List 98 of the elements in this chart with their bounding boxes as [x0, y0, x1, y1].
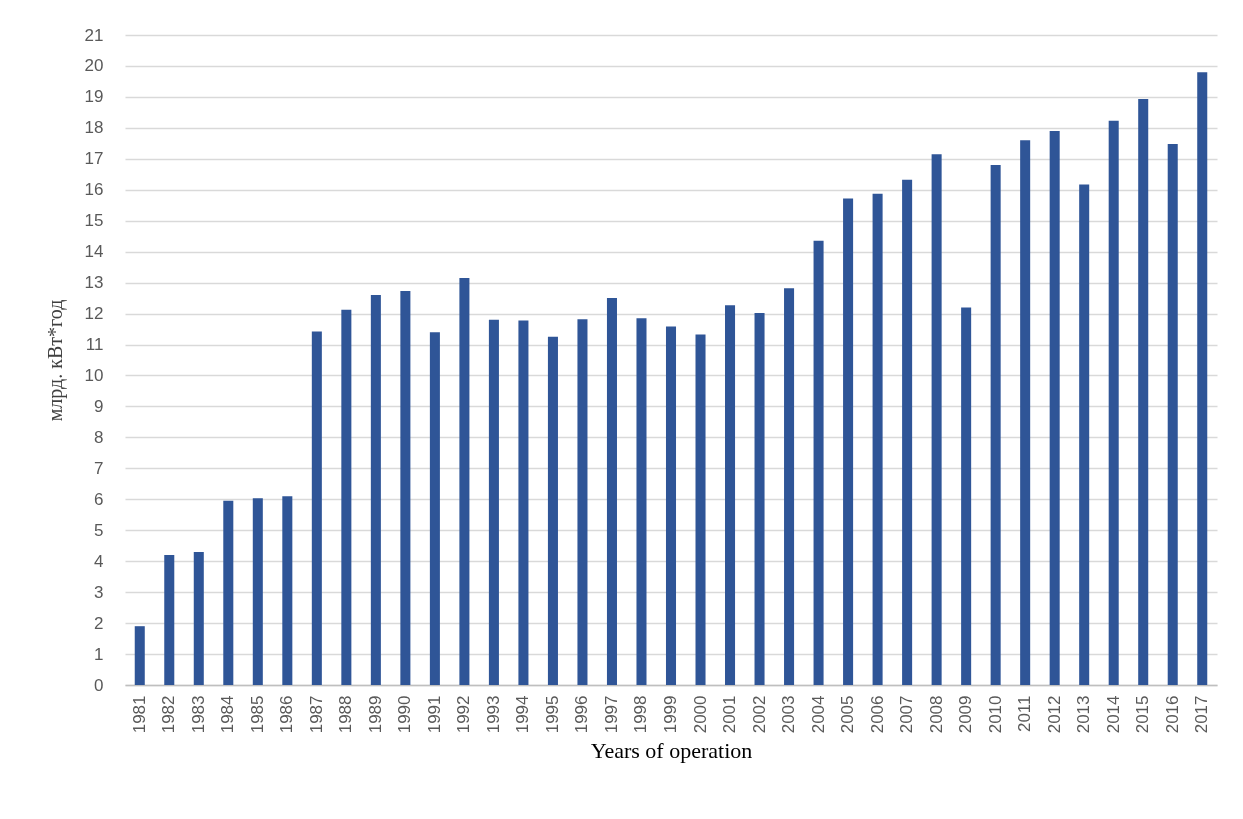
bar [518, 320, 529, 685]
bar [665, 326, 677, 685]
bar [636, 318, 647, 685]
x-tick-label: 1981 [129, 695, 149, 734]
x-tick-label: 1990 [395, 695, 415, 734]
x-tick-label: 1982 [159, 695, 179, 734]
x-tick-label: 1983 [188, 695, 208, 734]
bar [1079, 184, 1090, 685]
x-tick-label: 1984 [218, 695, 238, 734]
y-tick-label: 2 [94, 613, 104, 633]
x-tick-label: 2005 [838, 695, 858, 734]
x-tick-label: 2003 [779, 695, 799, 734]
y-tick-label: 14 [84, 242, 104, 262]
x-tick-label: 1986 [277, 695, 297, 734]
x-tick-label: 1997 [601, 695, 621, 734]
x-tick-label: 2015 [1133, 695, 1153, 734]
bar [872, 193, 883, 685]
y-tick-label: 3 [94, 582, 104, 602]
bar [1049, 130, 1060, 685]
bar [488, 319, 499, 685]
x-tick-label: 1996 [572, 695, 592, 734]
y-tick-label: 10 [84, 365, 104, 385]
y-tick-label: 17 [84, 149, 104, 169]
y-tick-label: 16 [84, 180, 104, 200]
y-tick-label: 7 [94, 458, 104, 478]
bar [990, 165, 1001, 685]
x-tick-label: 2004 [808, 695, 828, 734]
y-tick-label: 0 [94, 675, 104, 695]
x-tick-label: 2013 [1074, 695, 1094, 734]
bar [193, 551, 204, 685]
y-tick-label: 8 [94, 427, 104, 447]
x-tick-label: 1985 [247, 695, 267, 734]
x-tick-label: 2000 [690, 695, 710, 734]
bar [931, 154, 942, 685]
x-tick-label: 2011 [1015, 695, 1035, 733]
x-axis-title: Years of operation [590, 738, 753, 764]
y-tick-label: 15 [84, 211, 104, 231]
bar [695, 334, 706, 685]
bar [400, 290, 411, 685]
bar [252, 498, 263, 685]
x-tick-label: 1995 [542, 695, 562, 734]
x-tick-label: 1991 [424, 695, 444, 734]
x-tick-label: 2017 [1192, 695, 1212, 734]
x-tick-label: 1993 [483, 695, 503, 734]
x-tick-label: 1988 [336, 695, 356, 734]
bar [1167, 143, 1178, 685]
x-tick-label: 1994 [513, 695, 533, 734]
y-tick-label: 12 [84, 304, 104, 324]
y-tick-label: 20 [84, 56, 104, 76]
x-tick-label: 1998 [631, 695, 651, 734]
x-tick-label: 1999 [661, 695, 680, 734]
y-tick-label: 13 [84, 273, 104, 293]
x-tick-label: 2001 [720, 695, 740, 734]
y-tick-label: 6 [94, 489, 104, 509]
bar [429, 332, 440, 685]
x-tick-label: 2006 [867, 695, 887, 734]
bar [547, 336, 558, 685]
y-tick-label: 1 [94, 644, 104, 664]
bar [902, 179, 913, 685]
bar [843, 198, 854, 685]
bar [961, 307, 972, 685]
x-tick-label: 2016 [1162, 695, 1182, 734]
x-tick-label: 1987 [306, 695, 326, 734]
bar [341, 309, 352, 685]
y-axis-title: млрд. кВт*год [43, 299, 67, 422]
x-tick-label: 2009 [956, 695, 976, 734]
y-tick-label: 11 [85, 335, 104, 355]
bar [223, 500, 234, 685]
bar [164, 555, 175, 685]
bar [606, 298, 617, 685]
x-tick-label: 1989 [365, 695, 385, 734]
bar [1020, 140, 1031, 685]
bar [725, 305, 736, 685]
bar [1197, 72, 1208, 685]
bar [134, 626, 145, 685]
x-tick-label: 2002 [749, 695, 769, 734]
x-tick-label: 2010 [985, 695, 1005, 734]
y-tick-label: 21 [84, 25, 104, 45]
y-tick-label: 9 [94, 396, 104, 416]
bar [577, 319, 588, 685]
x-tick-label: 2014 [1103, 695, 1123, 734]
x-tick-label: 2008 [926, 695, 946, 734]
bar [1138, 99, 1149, 685]
bar [784, 288, 795, 685]
x-tick-label: 2012 [1044, 695, 1064, 734]
y-tick-label: 18 [84, 118, 104, 138]
bar [282, 496, 293, 685]
y-tick-label: 5 [94, 520, 104, 540]
x-tick-label: 2007 [897, 695, 917, 734]
bar [459, 277, 470, 685]
bar [813, 240, 824, 685]
bar [1108, 120, 1119, 685]
y-tick-label: 19 [84, 87, 104, 107]
bar [370, 295, 381, 685]
bar [311, 331, 322, 685]
bar [754, 312, 765, 685]
x-tick-label: 1992 [454, 695, 474, 734]
y-tick-label: 4 [94, 551, 104, 571]
